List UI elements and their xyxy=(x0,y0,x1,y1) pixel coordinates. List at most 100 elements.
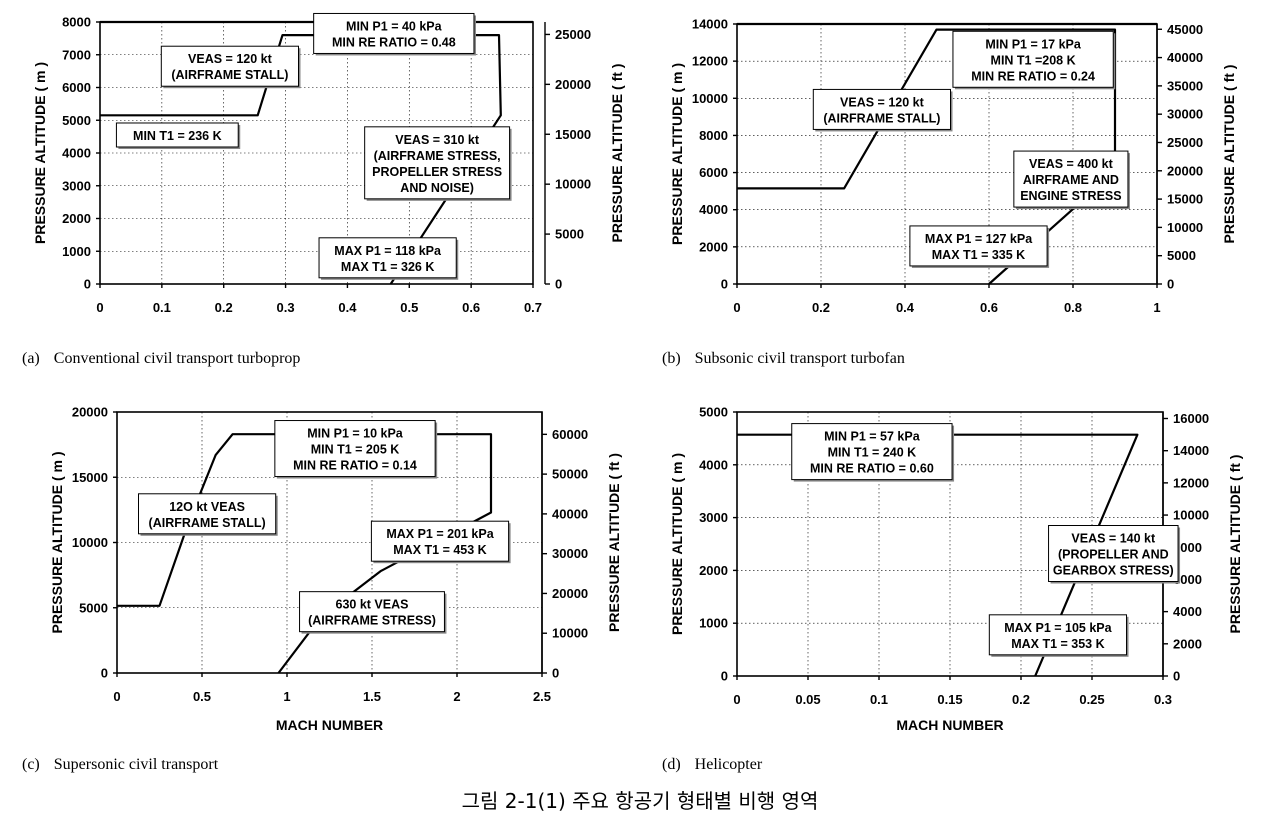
x-tick-label: 0.3 xyxy=(277,300,295,315)
x-tick-label: 0.1 xyxy=(153,300,171,315)
annotation-box: VEAS = 400 kt AIRFRAME AND ENGINE STRESS xyxy=(1013,150,1130,210)
y-tick-label: 0 xyxy=(721,277,728,292)
x-tick-label: 0.5 xyxy=(400,300,418,315)
x-tick-label: 0.4 xyxy=(896,300,915,315)
panel-caption-text: Helicopter xyxy=(695,756,763,773)
x-tick-label: 0.15 xyxy=(937,692,962,707)
annotation-frame xyxy=(1048,525,1179,583)
x-tick-label: 0.1 xyxy=(870,692,888,707)
y2-tick-label: 16000 xyxy=(1173,411,1209,426)
annotation-text: (AIRFRAME STALL) xyxy=(823,111,940,125)
y2-tick-label: 12000 xyxy=(1173,475,1209,490)
y-tick-label: 5000 xyxy=(699,405,728,420)
panel-caption-label: (c) xyxy=(22,756,40,773)
annotation-text: (AIRFRAME STALL) xyxy=(149,516,266,530)
annotation-text: VEAS = 310 kt xyxy=(395,133,480,147)
panel-caption-label: (b) xyxy=(662,350,681,367)
y2-tick-label: 5000 xyxy=(1167,248,1196,263)
annotation-text: (AIRFRAME STALL) xyxy=(171,68,288,82)
annotation-frame xyxy=(812,88,951,130)
annotation-text: MIN P1 = 57 kPa xyxy=(824,430,921,444)
annotation-text: MAX P1 = 118 kPa xyxy=(334,244,442,258)
x-tick-label: 0.8 xyxy=(1064,300,1082,315)
annotation-text: MIN P1 = 17 kPa xyxy=(985,37,1082,51)
y2-tick-label: 25000 xyxy=(555,27,591,42)
annotation-box: VEAS = 140 kt (PROPELLER AND GEARBOX STRES… xyxy=(1048,525,1181,584)
y-tick-label: 4000 xyxy=(699,457,728,472)
annotation-box: VEAS = 120 kt (AIRFRAME STALL) xyxy=(160,45,301,89)
annotation-box: MIN P1 = 40 kPa MIN RE RATIO = 0.48 xyxy=(313,12,476,56)
annotation-text: VEAS = 140 kt xyxy=(1071,532,1156,546)
y2-tick-label: 8000 xyxy=(1173,540,1202,555)
x-tick-label: 0.25 xyxy=(1079,692,1104,707)
y2-tick-label: 35000 xyxy=(1167,78,1203,93)
annotation-text: MIN T1 = 205 K xyxy=(311,443,400,457)
y2-tick-label: 45000 xyxy=(1167,22,1203,37)
annotation-text: MIN P1 = 40 kPa xyxy=(346,19,443,33)
annotation-box: VEAS = 120 kt (AIRFRAME STALL) xyxy=(812,88,953,132)
x-tick-label: 0.6 xyxy=(980,300,998,315)
annotation-frame xyxy=(299,591,445,633)
y-tick-label: 8000 xyxy=(62,15,91,30)
annotation-text: MAX T1 = 335 K xyxy=(932,248,1025,262)
annotation-text: (AIRFRAME STRESS, xyxy=(374,149,501,163)
y-tick-label: 4000 xyxy=(699,202,728,217)
y-tick-label: 5000 xyxy=(62,113,91,128)
annotation-frame xyxy=(313,12,475,54)
annotation-text: MAX P1 = 201 kPa xyxy=(386,527,494,541)
y-tick-label: 8000 xyxy=(699,128,728,143)
y-tick-label: 0 xyxy=(84,277,91,292)
y2-tick-label: 10000 xyxy=(1173,508,1209,523)
annotation-text: MIN T1 =208 K xyxy=(991,53,1076,67)
x-tick-label: 1 xyxy=(1153,300,1160,315)
y2-tick-label: 10000 xyxy=(552,626,588,641)
y-tick-label: 0 xyxy=(101,666,108,681)
annotation-text: 630 kt VEAS xyxy=(336,598,409,612)
charts-layer: 0 0.1 0.2 0.3 0.4 0.5 0.6 0.7010002000300040005… xyxy=(22,12,1243,773)
x-tick-label: 2 xyxy=(453,689,460,704)
annotation-box: MAX P1 = 118 kPa MAX T1 = 326 K xyxy=(318,237,459,280)
annotation-text: 12O kt VEAS xyxy=(169,500,245,514)
annotation-text: ENGINE STRESS xyxy=(1020,189,1121,203)
annotation-frame xyxy=(274,420,436,478)
y-tick-label: 12000 xyxy=(692,54,728,69)
annotation-text: MAX P1 = 105 kPa xyxy=(1004,621,1112,635)
x-tick-label: 0 xyxy=(733,692,740,707)
x-tick-label: 0 xyxy=(96,300,103,315)
annotation-box: VEAS = 310 kt (AIRFRAME STRESS, PROPELLER … xyxy=(364,126,512,201)
y2-tick-label: 20000 xyxy=(1167,163,1203,178)
x-tick-label: 0 xyxy=(113,689,120,704)
y-axis-title: PRESSURE ALTITUDE ( m ) xyxy=(669,63,685,245)
y2-tick-label: 10000 xyxy=(1167,220,1203,235)
panel-caption-label: (a) xyxy=(22,350,40,367)
annotation-text: PROPELLER STRESS xyxy=(372,165,502,179)
annotation-text: (PROPELLER AND xyxy=(1058,548,1169,562)
x-tick-label: 0.05 xyxy=(795,692,820,707)
annotation-text: MAX T1 = 326 K xyxy=(341,260,434,274)
y2-tick-label: 50000 xyxy=(552,467,588,482)
y2-tick-label: 20000 xyxy=(555,77,591,92)
y2-tick-label: 15000 xyxy=(1167,192,1203,207)
y-axis-title: PRESSURE ALTITUDE ( m ) xyxy=(32,62,48,244)
y-tick-label: 3000 xyxy=(62,178,91,193)
annotation-frame xyxy=(909,225,1048,267)
panel-caption-text: Conventional civil transport turboprop xyxy=(54,350,301,367)
annotation-frame xyxy=(791,423,953,481)
y-tick-label: 4000 xyxy=(62,146,91,161)
annotation-text: MIN P1 = 10 kPa xyxy=(307,427,404,441)
y2-tick-label: 14000 xyxy=(1173,443,1209,458)
x-tick-label: 1.5 xyxy=(363,689,381,704)
annotation-frame xyxy=(160,45,299,87)
y2-tick-label: 0 xyxy=(1173,669,1180,684)
y-tick-label: 0 xyxy=(721,669,728,684)
y2-tick-label: 40000 xyxy=(1167,50,1203,65)
y2-tick-label: 40000 xyxy=(552,506,588,521)
x-tick-label: 0.2 xyxy=(215,300,233,315)
annotation-text: MIN RE RATIO = 0.24 xyxy=(971,69,1095,83)
panel-caption-text: Supersonic civil transport xyxy=(54,756,219,773)
y-tick-label: 15000 xyxy=(72,470,108,485)
annotation-box: MIN P1 = 10 kPa MIN T1 = 205 K MIN RE RATI… xyxy=(274,420,438,479)
panel-caption-label: (d) xyxy=(662,756,681,773)
annotation-text: MAX T1 = 453 K xyxy=(393,543,486,557)
annotation-text: AIRFRAME AND xyxy=(1023,173,1119,187)
